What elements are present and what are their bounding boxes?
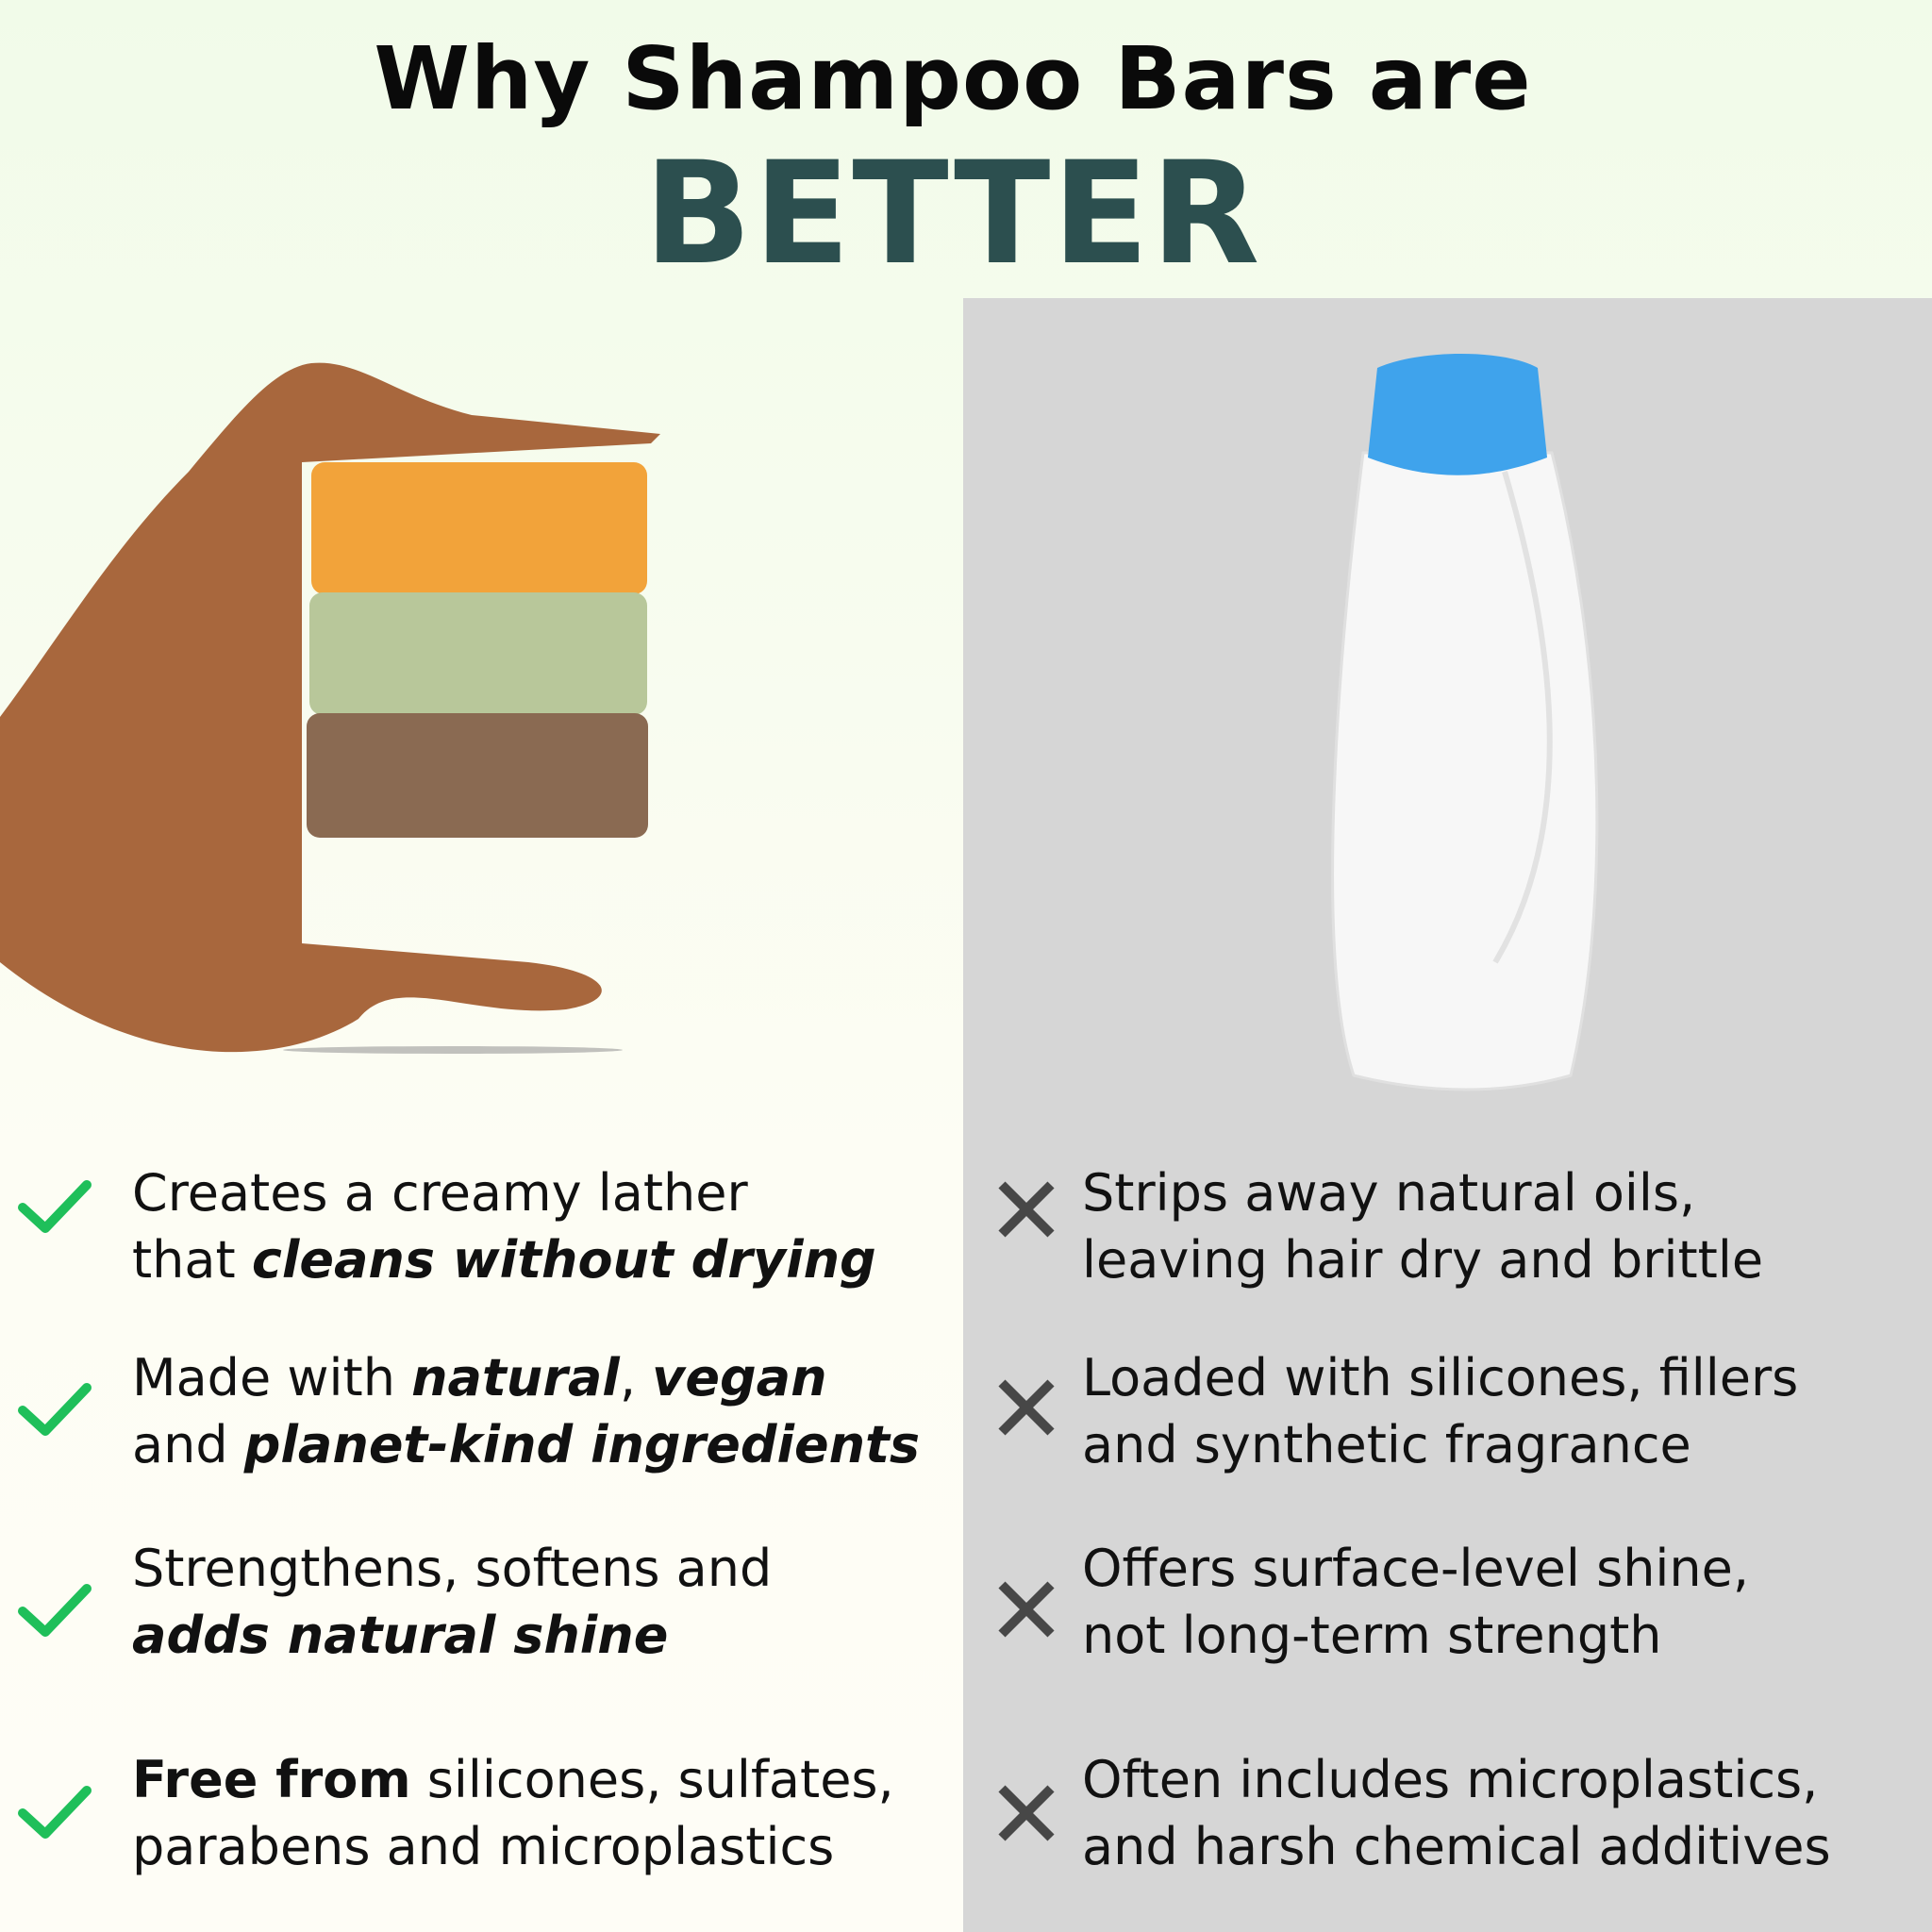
item-line: Creates a creamy lather <box>132 1163 748 1223</box>
check-icon <box>18 1180 92 1233</box>
x-icon <box>998 1379 1055 1436</box>
check-icon <box>18 1786 92 1839</box>
item-line: Made with natural, vegan <box>132 1348 827 1407</box>
item-line: leaving hair dry and brittle <box>1082 1230 1764 1290</box>
check-icon <box>18 1584 92 1637</box>
page-title-emphasis: BETTER <box>643 132 1262 296</box>
x-icon <box>998 1181 1055 1238</box>
item-line: Strengthens, softens and <box>132 1539 773 1598</box>
item-line: and planet-kind ingredients <box>132 1415 921 1474</box>
x-icon <box>998 1581 1055 1638</box>
item-line: not long-term strength <box>1082 1606 1662 1665</box>
item-line: Loaded with silicones, fillers <box>1082 1348 1799 1407</box>
item-line: Offers surface-level shine, <box>1082 1539 1750 1598</box>
item-line: adds natural shine <box>132 1606 669 1665</box>
item-line: that cleans without drying <box>132 1230 876 1290</box>
item-line: and harsh chemical additives <box>1082 1817 1831 1876</box>
item-line: Strips away natural oils, <box>1082 1163 1696 1223</box>
item-line: Often includes microplastics, <box>1082 1750 1819 1809</box>
item-line: Free from silicones, sulfates, <box>132 1750 894 1809</box>
plastic-shampoo-bottle-image <box>1331 354 1599 1091</box>
x-icon <box>998 1785 1055 1841</box>
page-title: Why Shampoo Bars are <box>374 28 1532 129</box>
check-icon <box>18 1383 92 1436</box>
hand-holding-shampoo-bars-image <box>0 362 660 1054</box>
item-line: parabens and microplastics <box>132 1817 835 1876</box>
item-line: and synthetic fragrance <box>1082 1415 1691 1474</box>
